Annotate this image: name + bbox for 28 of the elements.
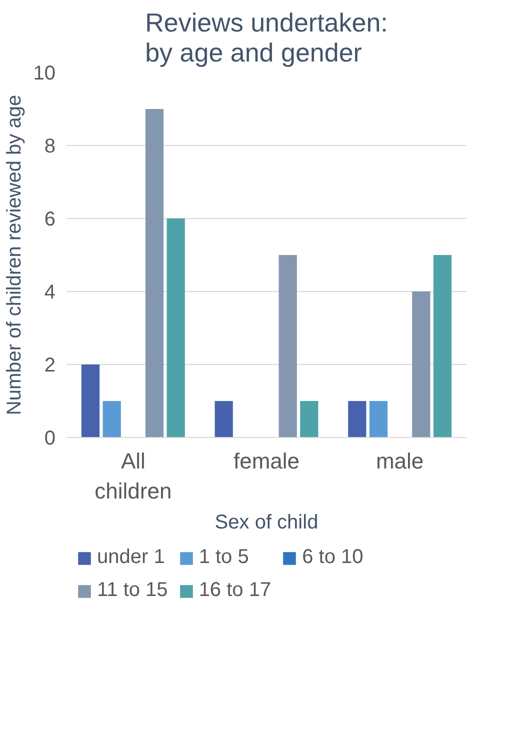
bar [214, 401, 233, 438]
bar [369, 401, 388, 438]
x-axis-title: Sex of child [214, 512, 318, 534]
bar [412, 292, 430, 438]
legend-label: under 1 [97, 546, 165, 569]
legend-label: 1 to 5 [198, 546, 249, 569]
bar [166, 218, 185, 438]
bar [278, 255, 297, 438]
bar [145, 109, 164, 438]
x-tick-label: male [376, 448, 424, 474]
chart-title: Reviews undertaken: by age and gender [145, 8, 388, 68]
bar [348, 401, 366, 438]
y-tick-label: 2 [44, 354, 56, 376]
y-tick-label: 10 [33, 62, 56, 84]
y-tick-label: 8 [44, 136, 56, 158]
bar [433, 255, 452, 438]
bar [81, 364, 100, 438]
legend-label: 16 to 17 [198, 579, 272, 602]
x-tick-label: All children [94, 448, 172, 504]
y-tick-label: 4 [44, 282, 56, 304]
y-axis-title: Number of children reviewed by age [3, 94, 26, 416]
x-tick-label: female [233, 448, 300, 474]
bar [300, 401, 318, 438]
legend-label: 6 to 10 [302, 546, 364, 569]
bar [102, 401, 121, 438]
legend-label: 11 to 15 [97, 579, 168, 602]
y-tick-label: 6 [44, 208, 56, 230]
y-tick-label: 0 [44, 428, 56, 450]
